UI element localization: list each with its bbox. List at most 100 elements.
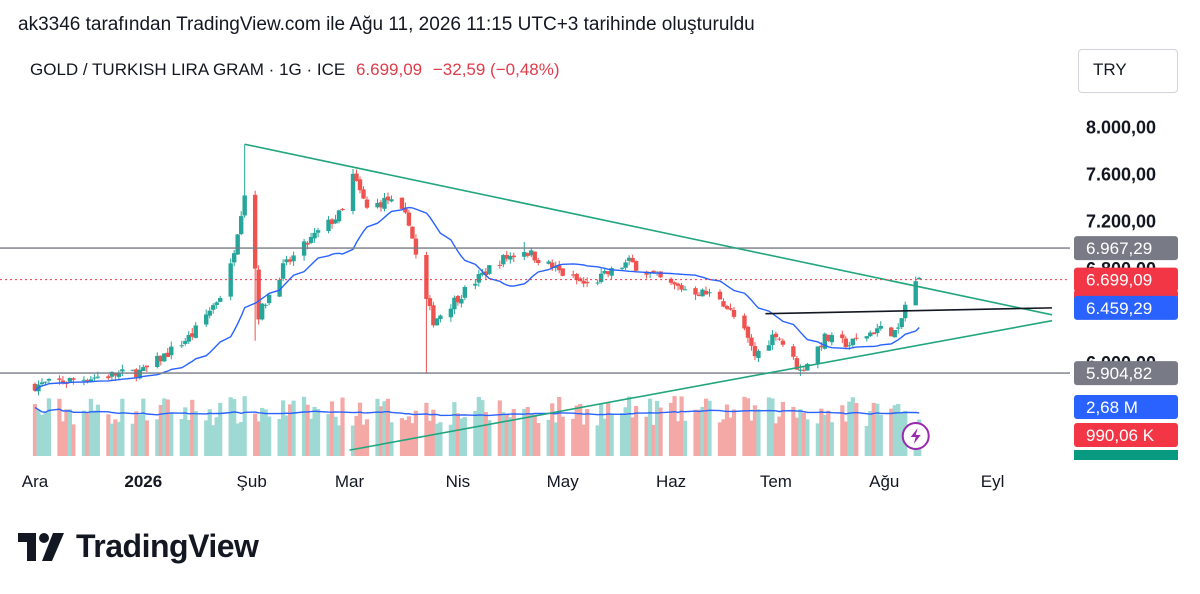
candle: [777, 337, 782, 341]
candle: [536, 257, 541, 266]
candle-body: [707, 292, 712, 294]
candle: [473, 279, 478, 290]
volume-bar: [134, 411, 139, 456]
candle-body: [144, 365, 150, 368]
candle: [780, 338, 786, 347]
candle: [424, 251, 429, 374]
candle-body: [749, 337, 754, 346]
volume-bar: [693, 409, 698, 456]
candle-body: [259, 303, 265, 320]
volume-bar: [165, 399, 170, 456]
candle: [39, 378, 45, 386]
volume-bar: [162, 398, 167, 456]
candle: [560, 268, 565, 277]
candle-body: [511, 255, 516, 258]
volume-bar: [770, 398, 775, 456]
volume-bar: [256, 421, 261, 456]
candle-body: [280, 263, 286, 279]
candle-body: [777, 338, 782, 340]
candle: [186, 331, 191, 344]
candle-body: [896, 327, 901, 329]
volume-bar: [553, 422, 558, 456]
candle: [529, 248, 534, 258]
currency-selector[interactable]: TRY: [1078, 49, 1178, 93]
candle-body: [32, 383, 38, 391]
candle-body: [424, 255, 429, 299]
volume-bar: [354, 416, 359, 456]
candle: [130, 369, 136, 372]
volume-bar: [277, 418, 282, 456]
volume-bar: [620, 413, 625, 456]
candle: [679, 282, 684, 293]
volume-bar: [606, 402, 611, 456]
candle: [357, 176, 363, 194]
candle: [892, 329, 897, 338]
volume-bar: [413, 410, 419, 456]
volume-bar: [581, 424, 586, 456]
volume-bar: [36, 409, 41, 456]
candle-body: [169, 346, 174, 356]
candle: [487, 264, 492, 276]
candle-body: [675, 283, 681, 286]
candle-body: [452, 297, 457, 310]
price-moving-average: [34, 206, 920, 392]
volume-bar: [501, 412, 506, 456]
volume-bar: [235, 423, 240, 456]
candle-body: [717, 291, 723, 300]
candle: [511, 252, 516, 263]
candle: [546, 259, 551, 265]
candle-body: [71, 378, 76, 380]
volume-bar: [364, 419, 370, 456]
trend-line-upper: [244, 143, 1053, 316]
candle: [476, 269, 482, 287]
volume-bar: [550, 403, 555, 456]
volume-bar: [571, 418, 576, 456]
candle-body: [326, 219, 331, 232]
volume-bar: [308, 418, 314, 456]
candle-body: [892, 330, 897, 338]
candle: [364, 196, 370, 210]
volume-bar: [578, 403, 583, 456]
axis-price-label-bg: [1074, 361, 1178, 386]
candle-body: [878, 325, 883, 329]
candle: [854, 333, 859, 341]
volume-bar: [92, 410, 97, 456]
candle: [231, 250, 237, 267]
candle: [399, 197, 405, 210]
candle-body: [497, 264, 503, 266]
candle: [277, 277, 282, 298]
volume-bar: [228, 397, 233, 456]
candle-body: [410, 226, 415, 239]
candle-body: [277, 279, 282, 297]
candle-body: [728, 308, 733, 310]
volume-bar: [281, 400, 286, 456]
candle-body: [336, 210, 342, 222]
x-axis-tick-label: Ağu: [869, 472, 899, 491]
tradingview-logo[interactable]: TradingView: [18, 528, 259, 565]
volume-bar: [204, 420, 209, 456]
candle-body: [375, 202, 380, 208]
candle: [598, 268, 604, 284]
candle: [584, 277, 590, 287]
candle-body: [155, 355, 160, 368]
volume-bar: [557, 396, 562, 456]
candle-body: [340, 208, 345, 210]
candle-body: [700, 289, 705, 297]
tradingview-logo-icon: [18, 532, 64, 561]
candle-body: [630, 258, 635, 263]
volume-bar: [253, 413, 258, 456]
candle-body: [190, 333, 195, 337]
volume-bar: [899, 411, 904, 456]
candle-body: [703, 290, 709, 295]
volume-bar: [141, 398, 146, 456]
volume-bar: [67, 409, 73, 456]
candle-body: [85, 380, 90, 382]
candle: [158, 355, 163, 366]
x-axis-tick-label: Şub: [237, 472, 267, 491]
volume-bar: [532, 414, 537, 456]
volume-bar: [232, 399, 237, 456]
candle: [406, 209, 412, 227]
candle: [696, 292, 702, 297]
volume-bar: [826, 410, 831, 456]
candle-body: [214, 302, 219, 305]
